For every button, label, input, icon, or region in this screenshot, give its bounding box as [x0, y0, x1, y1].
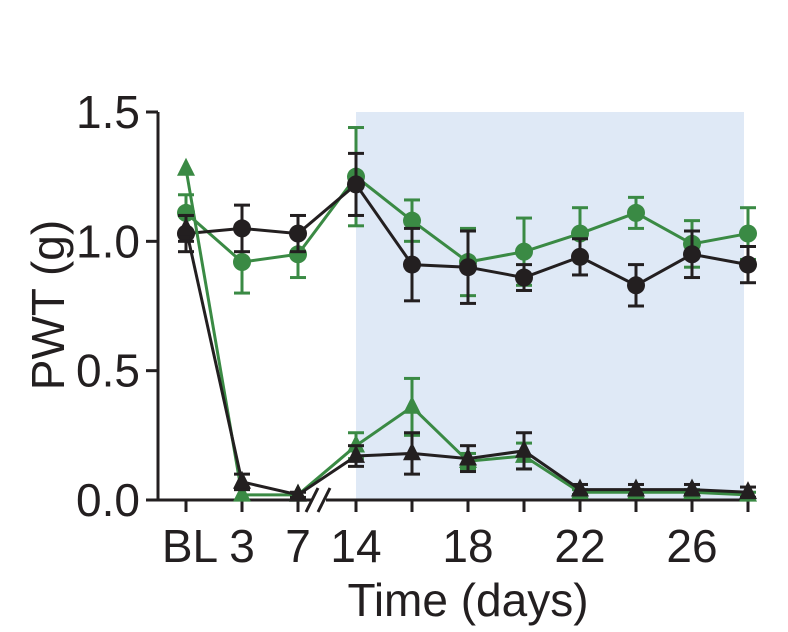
data-point	[403, 395, 421, 414]
y-tick-label: 1.5	[76, 86, 140, 138]
data-point	[571, 478, 589, 497]
x-tick-label: 26	[666, 520, 717, 572]
axis-break-mark	[304, 487, 320, 513]
x-tick-label: 14	[330, 520, 381, 572]
data-point	[571, 247, 589, 266]
data-point	[347, 434, 365, 453]
y-tick-label: 0.0	[76, 474, 140, 526]
data-point	[403, 442, 421, 461]
x-tick-label: BL	[162, 520, 218, 572]
data-point	[627, 478, 645, 497]
data-point	[177, 203, 195, 222]
data-point	[515, 439, 533, 458]
x-axis-title: Time (days)	[347, 574, 588, 626]
data-point	[177, 157, 195, 176]
x-tick-label: 3	[229, 520, 255, 572]
data-point	[177, 217, 195, 236]
data-point	[289, 245, 307, 264]
data-point	[627, 276, 645, 295]
x-tick-label: 7	[285, 520, 311, 572]
data-point	[739, 255, 757, 274]
data-point	[627, 203, 645, 222]
data-point	[233, 483, 251, 502]
data-point	[459, 447, 477, 466]
data-point	[683, 245, 701, 264]
data-point	[289, 224, 307, 243]
data-point	[289, 483, 307, 502]
data-point	[459, 258, 477, 277]
data-point	[683, 478, 701, 497]
data-point	[347, 444, 365, 463]
data-point	[233, 219, 251, 238]
data-point	[515, 268, 533, 287]
y-tick-label: 0.5	[76, 345, 140, 397]
data-point	[403, 255, 421, 274]
axis-break-mark	[316, 487, 332, 513]
data-point	[347, 175, 365, 194]
axes	[146, 110, 752, 513]
data-point	[233, 470, 251, 489]
data-point	[739, 224, 757, 243]
data-point	[233, 253, 251, 272]
data-point	[403, 211, 421, 230]
series-3	[177, 213, 757, 502]
y-tick-label: 1.0	[76, 215, 140, 267]
x-tick-label: 18	[442, 520, 493, 572]
data-series	[177, 126, 757, 502]
data-point	[515, 242, 533, 261]
y-axis-title: PWT (g)	[22, 220, 74, 390]
data-point	[739, 481, 757, 500]
tick-labels: 0.0 0.5 1.0 1.5 BL 3 7 14 18 22 26	[76, 86, 718, 572]
shaded-treatment-region	[356, 112, 744, 500]
x-tick-label: 22	[554, 520, 605, 572]
